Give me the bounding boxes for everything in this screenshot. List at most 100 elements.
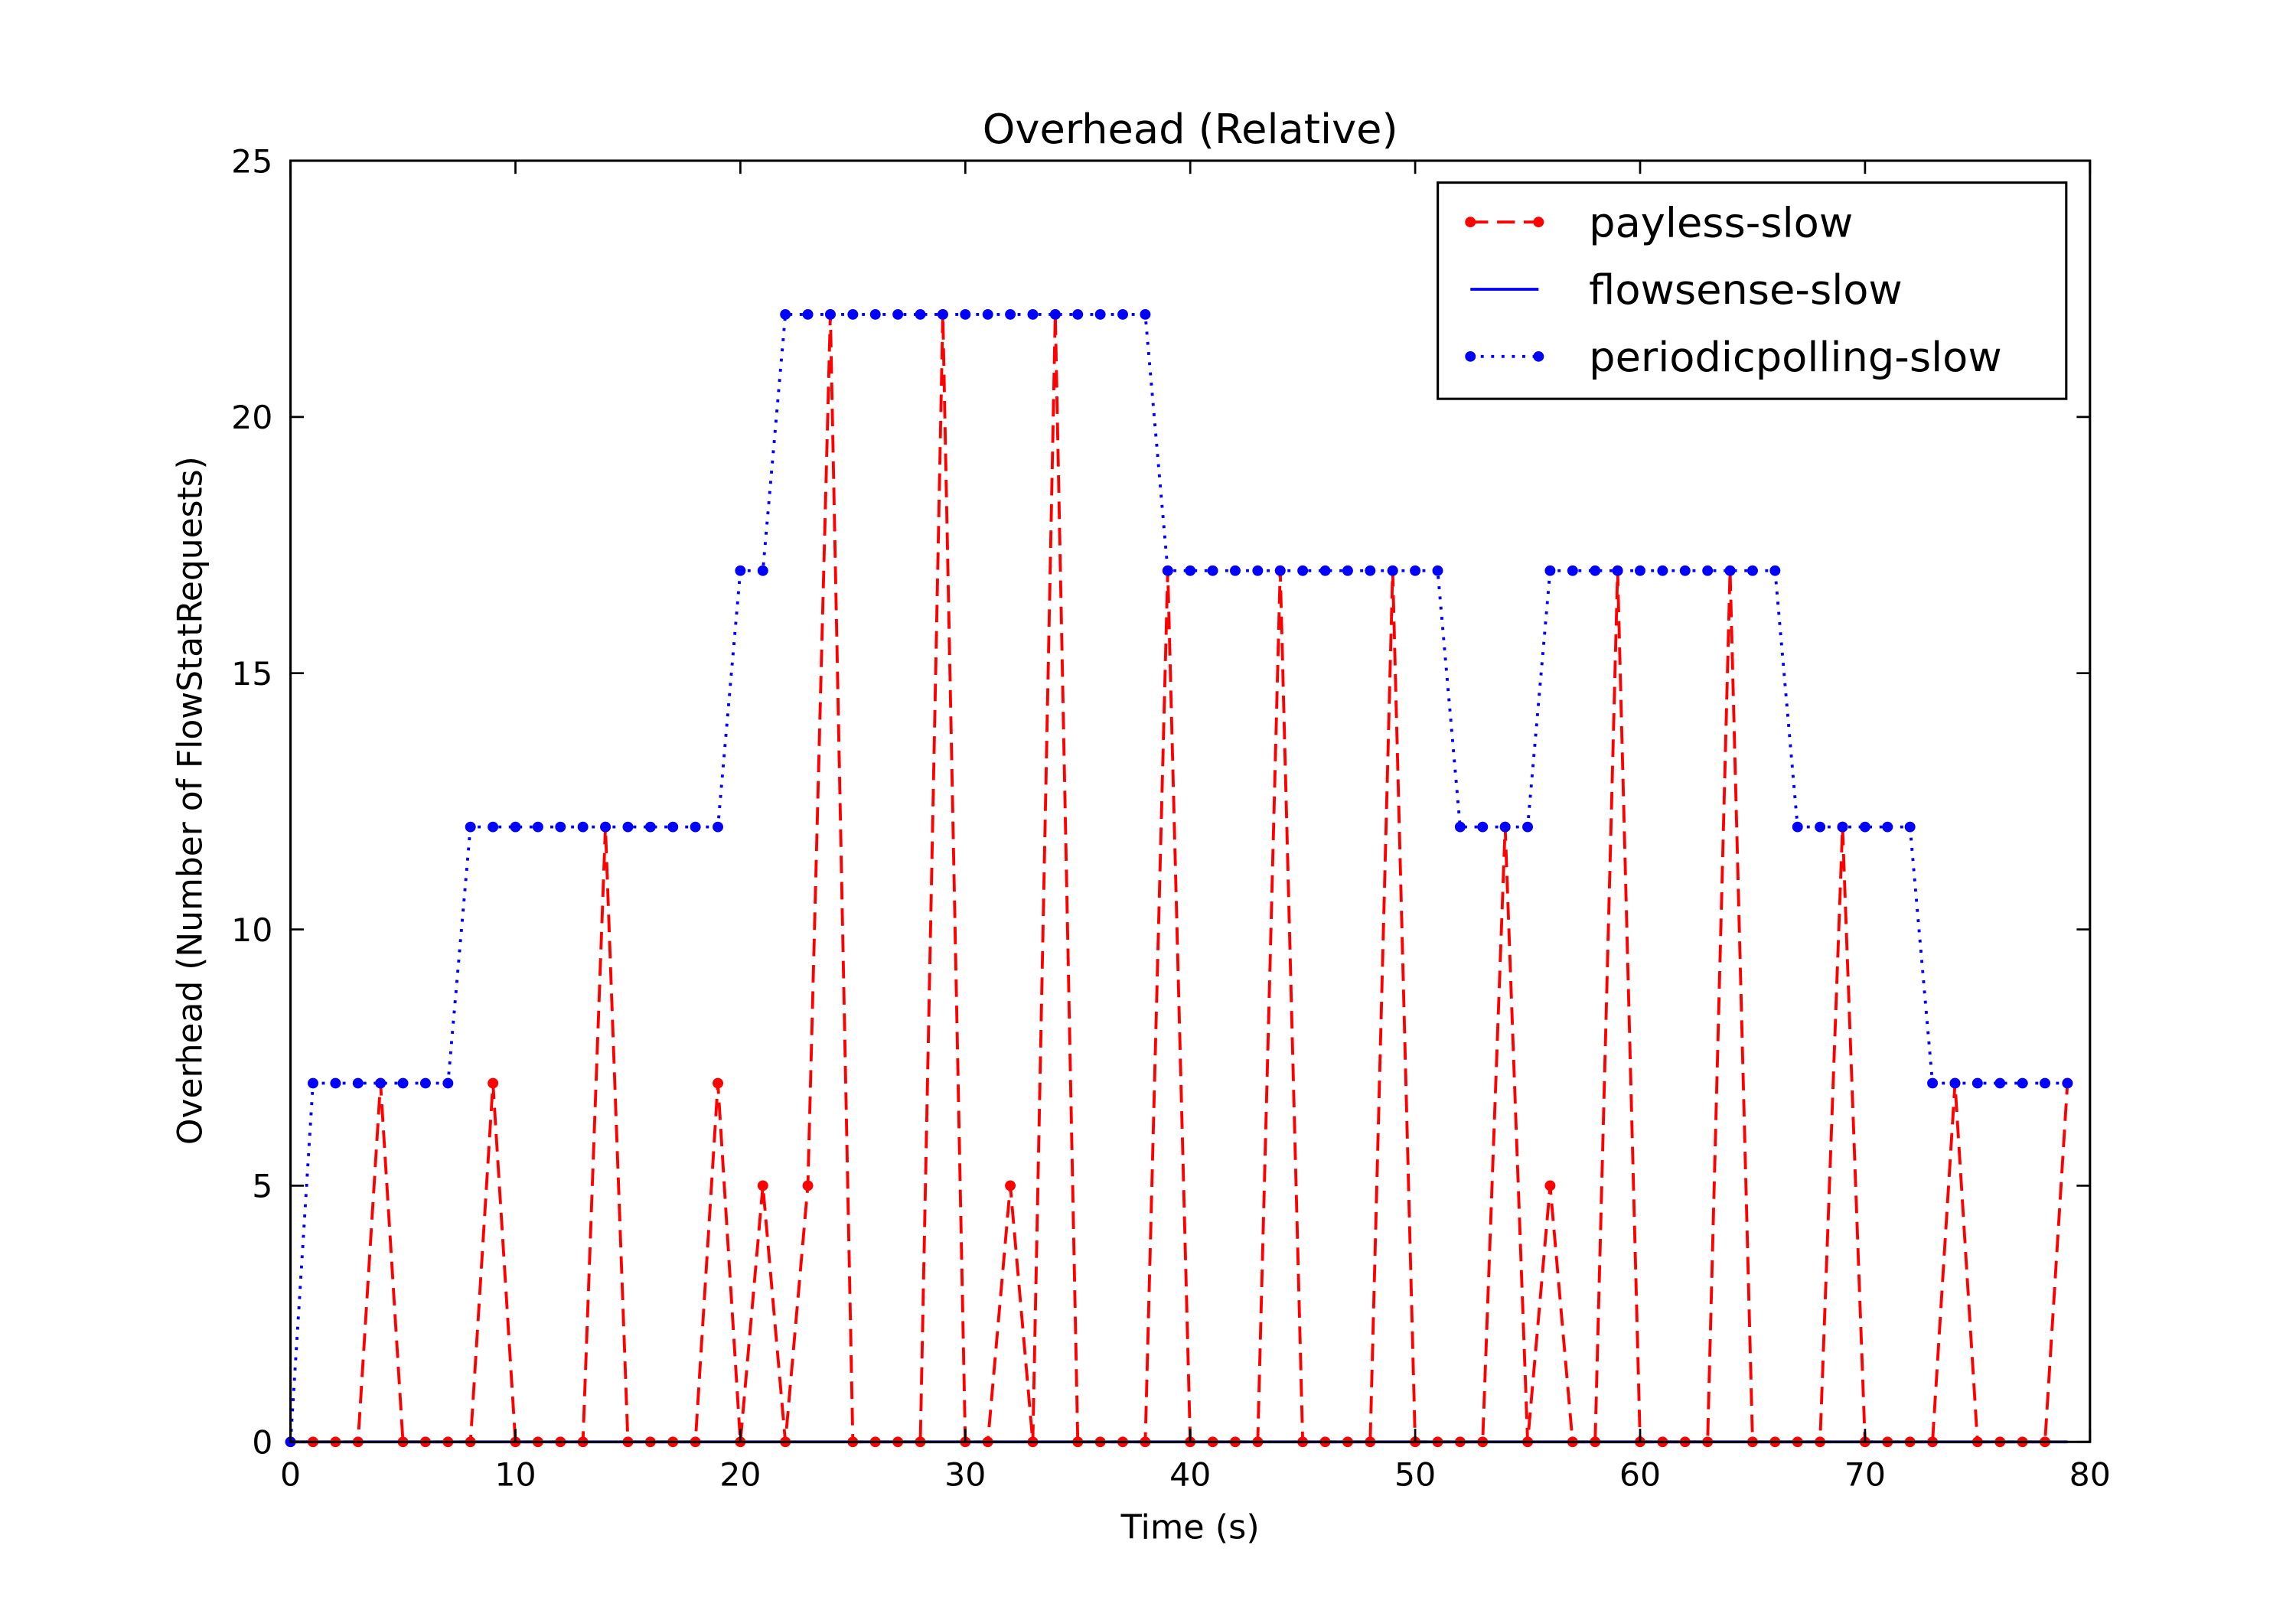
data-point [869, 309, 881, 320]
y-tick-label: 15 [231, 655, 272, 693]
data-point [690, 821, 701, 833]
data-point [1499, 821, 1511, 833]
data-point [1702, 565, 1714, 576]
x-tick-label: 40 [1169, 1456, 1211, 1494]
data-point [1319, 565, 1331, 576]
data-point [1815, 821, 1826, 833]
data-point [1005, 1180, 1016, 1191]
data-point [622, 821, 634, 833]
data-point [1140, 309, 1151, 320]
data-point [1522, 821, 1534, 833]
data-point [1882, 821, 1893, 833]
data-point [532, 821, 543, 833]
data-point [1162, 565, 1173, 576]
data-point [824, 309, 836, 320]
data-point [442, 1077, 454, 1089]
data-point [1117, 309, 1128, 320]
x-tick-label: 80 [2069, 1456, 2111, 1494]
data-point [397, 1077, 409, 1089]
data-point [1387, 565, 1398, 576]
data-point [1027, 309, 1039, 320]
data-point [937, 309, 948, 320]
data-point [1679, 565, 1691, 576]
data-point [555, 821, 566, 833]
legend-label: payless-slow [1589, 199, 1853, 247]
data-point [713, 1077, 723, 1089]
x-tick-label: 70 [1844, 1456, 1886, 1494]
y-tick-label: 0 [252, 1424, 272, 1462]
data-point [600, 821, 612, 833]
data-point [419, 1077, 431, 1089]
data-point [577, 821, 589, 833]
data-point [892, 309, 904, 320]
data-point [2040, 1077, 2050, 1089]
data-point [1859, 821, 1870, 833]
data-point [735, 565, 746, 576]
y-tick-label: 10 [231, 911, 272, 949]
y-tick-label: 25 [231, 143, 272, 181]
data-point [352, 1077, 364, 1089]
data-point [1185, 565, 1196, 576]
data-point [1297, 565, 1309, 576]
x-axis-label: Time (s) [1120, 1508, 1260, 1547]
data-point [1005, 309, 1016, 320]
data-point [1454, 821, 1466, 833]
data-point [1792, 821, 1803, 833]
data-point [915, 309, 926, 320]
data-point [1252, 565, 1264, 576]
data-point [375, 1077, 386, 1089]
data-point [1342, 565, 1353, 576]
x-tick-label: 10 [494, 1456, 536, 1494]
data-point [2062, 1077, 2073, 1089]
legend-marker [1533, 350, 1544, 362]
data-point [713, 821, 723, 833]
data-point [1994, 1077, 2006, 1089]
data-point [1746, 565, 1758, 576]
data-point [757, 565, 768, 576]
data-point [802, 1180, 814, 1191]
data-point [1274, 565, 1286, 576]
legend: payless-slow flowsense-slow periodicpollin… [1437, 181, 2068, 400]
data-point [308, 1077, 318, 1089]
y-axis-label: Overhead (Number of FlowStatRequests) [171, 456, 210, 1145]
data-point [667, 821, 679, 833]
data-point [644, 821, 656, 833]
data-point [847, 309, 859, 320]
series-line [289, 313, 2068, 1442]
x-tick-label: 50 [1394, 1456, 1436, 1494]
data-point [1477, 821, 1489, 833]
y-tick-label: 5 [252, 1168, 272, 1205]
data-point [982, 309, 993, 320]
series-line [290, 314, 2069, 1444]
data-point [1094, 309, 1106, 320]
data-point [757, 1180, 768, 1191]
legend-marker [1465, 217, 1476, 228]
data-point [1432, 565, 1443, 576]
data-point [1837, 821, 1848, 833]
legend-marker [1465, 350, 1476, 362]
data-point [330, 1077, 341, 1089]
data-point [1544, 565, 1556, 576]
data-point [1230, 565, 1241, 576]
data-point [1769, 565, 1781, 576]
x-tick-label: 20 [719, 1456, 761, 1494]
data-point [1072, 309, 1084, 320]
data-point [488, 1077, 499, 1089]
x-tick-label: 30 [944, 1456, 986, 1494]
data-point [802, 309, 814, 320]
data-point [1207, 565, 1218, 576]
data-point [1365, 565, 1376, 576]
x-tick-label: 0 [280, 1456, 301, 1494]
y-tick-label: 20 [231, 399, 272, 436]
data-point [1724, 565, 1736, 576]
data-point [1949, 1077, 1961, 1089]
data-point [1544, 1180, 1556, 1191]
data-point [510, 821, 521, 833]
x-tick-label: 60 [1619, 1456, 1661, 1494]
data-point [1971, 1077, 1983, 1089]
data-point [488, 821, 499, 833]
data-point [1049, 309, 1061, 320]
data-point [2017, 1077, 2028, 1089]
data-point [780, 309, 791, 320]
